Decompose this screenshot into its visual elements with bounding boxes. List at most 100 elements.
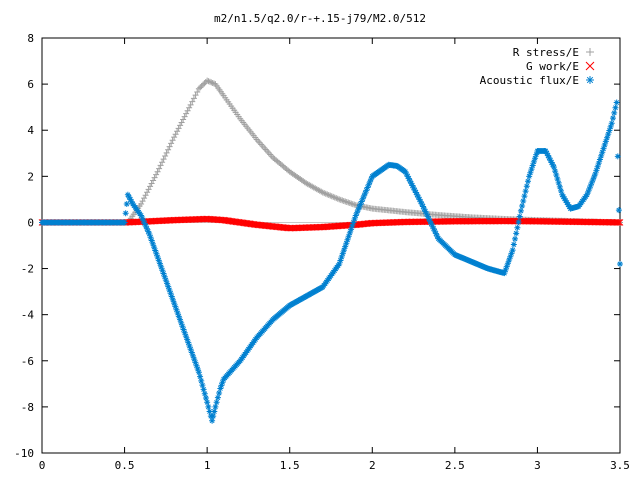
data-point bbox=[167, 290, 174, 297]
data-point bbox=[212, 403, 219, 410]
data-point bbox=[216, 390, 223, 397]
data-point bbox=[547, 157, 554, 164]
data-point bbox=[359, 195, 366, 202]
data-point bbox=[339, 250, 346, 257]
data-point bbox=[346, 200, 353, 207]
data-point bbox=[172, 131, 179, 138]
data-point bbox=[613, 99, 620, 106]
data-point bbox=[344, 236, 351, 243]
data-point bbox=[186, 342, 193, 349]
data-point bbox=[348, 226, 355, 233]
data-point bbox=[361, 192, 368, 199]
data-point bbox=[562, 197, 569, 204]
legend-marker bbox=[585, 61, 595, 71]
legend-marker bbox=[586, 48, 594, 56]
data-point bbox=[422, 208, 429, 215]
data-point bbox=[338, 254, 345, 261]
data-point bbox=[166, 286, 173, 293]
data-point bbox=[414, 191, 421, 198]
data-point bbox=[602, 138, 609, 145]
data-point bbox=[217, 385, 224, 392]
data-point bbox=[605, 131, 612, 138]
legend-marker bbox=[586, 76, 594, 84]
data-point bbox=[415, 194, 422, 201]
y-tick-label: -2 bbox=[21, 263, 34, 276]
data-point bbox=[516, 213, 523, 220]
data-point bbox=[185, 339, 192, 346]
series-2 bbox=[38, 215, 624, 232]
data-point bbox=[425, 215, 432, 222]
data-point bbox=[353, 209, 360, 216]
data-point bbox=[366, 178, 373, 185]
data-point bbox=[169, 296, 176, 303]
data-point bbox=[517, 207, 524, 214]
data-point bbox=[144, 189, 151, 196]
data-point bbox=[175, 125, 182, 132]
data-point bbox=[515, 219, 522, 226]
data-point bbox=[206, 78, 213, 85]
y-tick-label: 4 bbox=[27, 124, 34, 137]
data-point bbox=[178, 319, 185, 326]
data-point bbox=[205, 78, 212, 85]
legend-label: G work/E bbox=[526, 60, 579, 73]
data-point bbox=[192, 92, 199, 99]
data-point bbox=[202, 394, 209, 401]
data-point bbox=[507, 253, 514, 260]
data-point bbox=[201, 390, 208, 397]
data-point bbox=[180, 116, 187, 123]
data-point bbox=[527, 169, 534, 176]
data-point bbox=[162, 153, 169, 160]
data-point bbox=[410, 184, 417, 191]
data-point bbox=[434, 233, 441, 240]
data-point bbox=[141, 220, 148, 227]
plot-frame bbox=[41, 37, 621, 454]
data-point bbox=[179, 323, 186, 330]
data-point bbox=[423, 210, 430, 217]
data-point bbox=[508, 250, 515, 257]
data-point bbox=[365, 181, 372, 188]
data-point bbox=[402, 168, 409, 175]
data-point bbox=[159, 159, 166, 166]
data-point bbox=[592, 171, 599, 178]
data-point bbox=[594, 163, 601, 170]
data-point bbox=[431, 228, 438, 235]
data-point bbox=[168, 140, 175, 147]
data-point bbox=[124, 191, 131, 198]
data-point bbox=[156, 260, 163, 267]
data-point bbox=[430, 225, 437, 232]
data-point bbox=[501, 270, 508, 277]
data-point bbox=[613, 219, 621, 226]
data-point bbox=[598, 152, 605, 159]
data-point bbox=[178, 119, 185, 126]
data-point bbox=[428, 220, 435, 227]
data-point bbox=[355, 206, 362, 213]
data-point bbox=[593, 167, 600, 174]
data-point bbox=[127, 196, 134, 203]
data-point bbox=[168, 293, 175, 300]
data-point bbox=[211, 408, 218, 415]
data-point bbox=[181, 113, 188, 120]
data-point bbox=[583, 191, 590, 198]
data-point bbox=[192, 359, 199, 366]
data-point bbox=[405, 175, 412, 182]
data-point bbox=[416, 196, 423, 203]
data-point bbox=[195, 85, 202, 92]
y-tick-label: -10 bbox=[14, 447, 34, 460]
data-point bbox=[175, 313, 182, 320]
data-point bbox=[200, 81, 207, 88]
data-point bbox=[151, 244, 158, 251]
data-point bbox=[177, 316, 184, 323]
data-point bbox=[165, 146, 172, 153]
data-point bbox=[589, 176, 596, 183]
data-point bbox=[530, 158, 537, 165]
data-point bbox=[126, 194, 133, 201]
data-point bbox=[337, 257, 344, 264]
data-point bbox=[529, 162, 536, 169]
data-point bbox=[348, 200, 355, 207]
data-point bbox=[214, 394, 221, 401]
data-point bbox=[546, 154, 553, 161]
data-point bbox=[165, 283, 172, 290]
data-point bbox=[615, 219, 622, 226]
data-point bbox=[171, 134, 178, 141]
data-point bbox=[356, 204, 363, 211]
